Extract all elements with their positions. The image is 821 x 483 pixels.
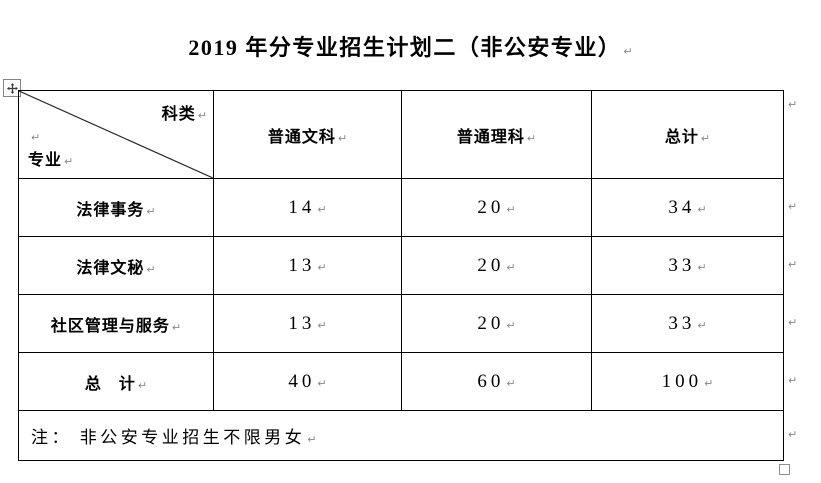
- table-row: 法律事务 ↵ 14 ↵ 20 ↵ 34 ↵: [18, 178, 784, 237]
- pilcrow-icon: ↵: [697, 202, 707, 216]
- row-end-mark-icon: ↵: [788, 200, 798, 213]
- pilcrow-icon: ↵: [506, 376, 516, 390]
- row-end-mark-icon: ↵: [788, 374, 798, 387]
- row-label-legal-secretary[interactable]: 法律文秘 ↵: [18, 236, 214, 295]
- value-cell[interactable]: 40 ↵: [213, 352, 402, 411]
- value-cell[interactable]: 20 ↵: [401, 236, 592, 295]
- enrollment-table: 科类 ↵ ↵ 专业 ↵ 普通文科 ↵ 普通理科 ↵ 总计 ↵ 法律事务 ↵ 14 ↵ 20 ↵ …: [18, 90, 784, 461]
- column-header-total[interactable]: 总计 ↵: [591, 90, 784, 179]
- row-end-mark-icon: ↵: [788, 258, 798, 271]
- pilcrow-icon: ↵: [697, 318, 707, 332]
- value-cell[interactable]: 33 ↵: [591, 236, 784, 295]
- pilcrow-icon: ↵: [137, 378, 148, 392]
- table-row: 社区管理与服务 ↵ 13 ↵ 20 ↵ 33 ↵: [18, 294, 784, 353]
- row-label-legal-affairs[interactable]: 法律事务 ↵: [18, 178, 214, 237]
- pilcrow-icon: ↵: [526, 131, 537, 145]
- row-end-mark-icon: ↵: [788, 428, 798, 441]
- value-cell[interactable]: 14 ↵: [213, 178, 402, 237]
- pilcrow-icon: ↵: [623, 45, 633, 58]
- note-cell[interactable]: 注： 非公安专业招生不限男女 ↵: [18, 410, 784, 461]
- value-cell[interactable]: 20 ↵: [401, 178, 592, 237]
- pilcrow-icon: ↵: [197, 109, 207, 122]
- pilcrow-icon: ↵: [506, 260, 516, 274]
- value-cell[interactable]: 13 ↵: [213, 294, 402, 353]
- value-cell[interactable]: 100 ↵: [591, 352, 784, 411]
- pilcrow-icon: ↵: [700, 131, 711, 145]
- pilcrow-icon: ↵: [307, 433, 317, 446]
- document-title-text: 2019 年分专业招生计划二（非公安专业）: [188, 35, 622, 60]
- corner-label-category: 科类 ↵: [161, 106, 207, 123]
- corner-cell[interactable]: 科类 ↵ ↵ 专业 ↵: [18, 90, 214, 179]
- diagonal-divider: [19, 91, 213, 178]
- header-row: 科类 ↵ ↵ 专业 ↵ 普通文科 ↵ 普通理科 ↵ 总计 ↵: [18, 90, 784, 179]
- pilcrow-icon: ↵: [697, 260, 707, 274]
- corner-label-major: 专业 ↵: [28, 152, 74, 169]
- pilcrow-icon: ↵: [146, 204, 156, 218]
- pilcrow-icon: ↵: [704, 376, 714, 390]
- document-title[interactable]: 2019 年分专业招生计划二（非公安专业） ↵: [0, 30, 821, 62]
- pilcrow-icon: ↵: [337, 131, 348, 145]
- value-cell[interactable]: 34 ↵: [591, 178, 784, 237]
- pilcrow-icon: ↵: [506, 318, 516, 332]
- row-end-mark-icon: ↵: [788, 316, 798, 329]
- value-cell[interactable]: 20 ↵: [401, 294, 592, 353]
- table-move-handle[interactable]: [3, 79, 21, 97]
- row-end-mark-icon: ↵: [788, 98, 798, 111]
- table-resize-handle[interactable]: [779, 464, 790, 475]
- table-row: 法律文秘 ↵ 13 ↵ 20 ↵ 33 ↵: [18, 236, 784, 295]
- note-row: 注： 非公安专业招生不限男女 ↵: [18, 410, 784, 461]
- value-cell[interactable]: 33 ↵: [591, 294, 784, 353]
- row-label-total[interactable]: 总 计 ↵: [18, 352, 214, 411]
- pilcrow-icon: ↵: [317, 202, 327, 216]
- pilcrow-icon: ↵: [64, 155, 74, 168]
- pilcrow-icon: ↵: [317, 376, 327, 390]
- table-row: 总 计 ↵ 40 ↵ 60 ↵ 100 ↵: [18, 352, 784, 411]
- row-label-community-mgmt[interactable]: 社区管理与服务 ↵: [18, 294, 214, 353]
- pilcrow-icon: ↵: [317, 318, 327, 332]
- pilcrow-icon: ↵: [31, 131, 41, 144]
- pilcrow-icon: ↵: [506, 202, 516, 216]
- value-cell[interactable]: 60 ↵: [401, 352, 592, 411]
- column-header-liberal-arts[interactable]: 普通文科 ↵: [213, 90, 402, 179]
- pilcrow-icon: ↵: [171, 320, 182, 334]
- pilcrow-icon: ↵: [146, 262, 156, 276]
- pilcrow-icon: ↵: [317, 260, 327, 274]
- move-arrows-icon: [6, 82, 18, 94]
- value-cell[interactable]: 13 ↵: [213, 236, 402, 295]
- column-header-science[interactable]: 普通理科 ↵: [401, 90, 592, 179]
